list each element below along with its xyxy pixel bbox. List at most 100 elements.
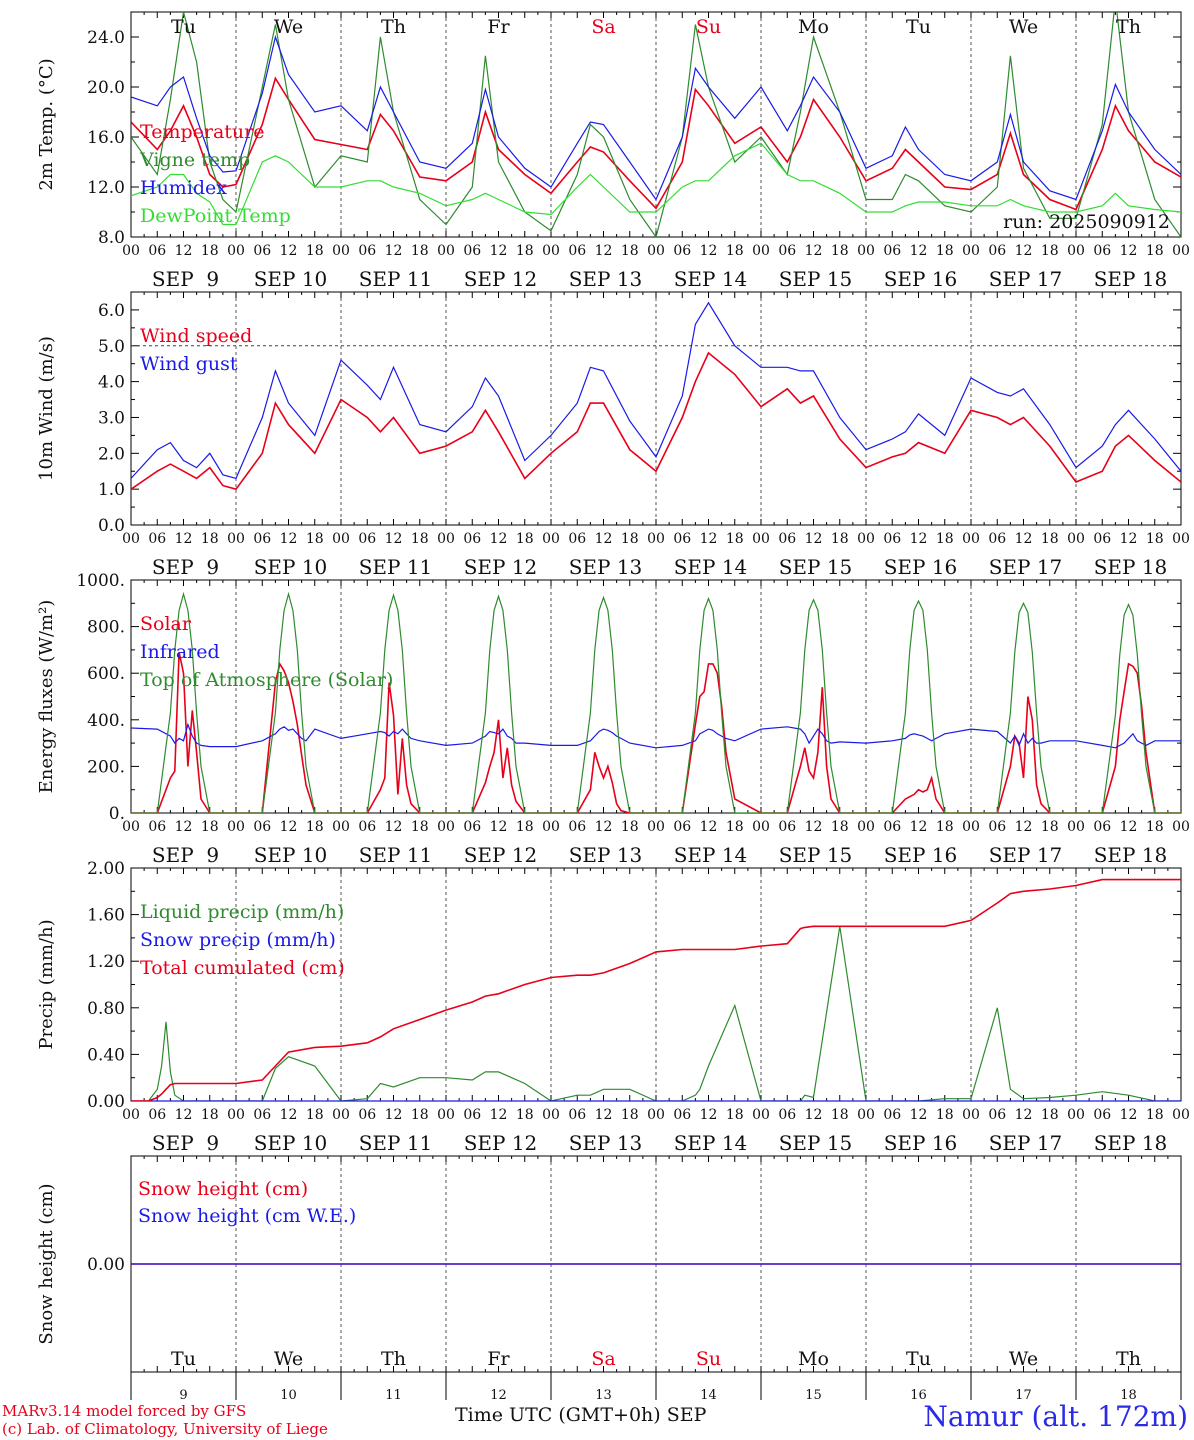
weekday-label: Th xyxy=(1116,1348,1141,1370)
hour-tick-label: 12 xyxy=(595,243,613,259)
hour-tick-label: 18 xyxy=(306,531,324,547)
hour-tick-label: 06 xyxy=(1093,243,1111,259)
hour-tick-label: 18 xyxy=(831,243,849,259)
hour-tick-label: 00 xyxy=(437,1107,455,1123)
hour-tick-label: 00 xyxy=(1067,819,1085,835)
hour-tick-label: 12 xyxy=(280,1107,298,1123)
weekday-label: Tu xyxy=(906,1348,931,1370)
hour-tick-label: 12 xyxy=(805,819,823,835)
hour-tick-label: 18 xyxy=(411,243,429,259)
hour-tick-label: 18 xyxy=(936,243,954,259)
hour-tick-label: 00 xyxy=(332,531,350,547)
date-label: SEP 14 xyxy=(674,843,748,867)
hour-tick-label: 06 xyxy=(1093,531,1111,547)
hour-tick-label: 12 xyxy=(280,531,298,547)
hour-tick-label: 12 xyxy=(910,243,928,259)
hour-tick-label: 06 xyxy=(253,819,271,835)
date-label: SEP 11 xyxy=(359,555,433,579)
panel-3: 0. 200. 400. 600. 800. 1000. Energy fluxes (W/… xyxy=(36,571,1190,867)
hour-tick-label: 12 xyxy=(1120,531,1138,547)
y-axis-label: Precip (mm/h) xyxy=(36,919,57,1049)
series-line-top-of-atmosphere-solar- xyxy=(131,591,1181,813)
hour-tick-label: 00 xyxy=(437,531,455,547)
y-axis-label: 10m Wind (m/s) xyxy=(36,336,57,481)
hour-tick-label: 18 xyxy=(621,531,639,547)
hour-tick-label: 06 xyxy=(673,1107,691,1123)
hour-tick-label: 18 xyxy=(201,819,219,835)
weekday-label: Su xyxy=(696,16,721,38)
hour-tick-label: 12 xyxy=(910,531,928,547)
hour-tick-label: 00 xyxy=(437,243,455,259)
series-line-vigne-temp xyxy=(131,12,1181,237)
series-line-infrared xyxy=(131,722,1181,749)
legend-entry: Liquid precip (mm/h) xyxy=(140,901,344,923)
hour-tick-label: 06 xyxy=(988,243,1006,259)
y-tick-label: 6.0 xyxy=(98,301,125,321)
day-number-label: 18 xyxy=(1120,1388,1137,1403)
weekday-label: We xyxy=(274,1348,303,1370)
credit-line-2: (c) Lab. of Climatology, University of L… xyxy=(2,1420,328,1438)
hour-tick-label: 06 xyxy=(988,1107,1006,1123)
hour-tick-label: 00 xyxy=(122,243,140,259)
hour-tick-label: 12 xyxy=(385,819,403,835)
hour-tick-label: 06 xyxy=(883,1107,901,1123)
hour-tick-label: 06 xyxy=(1093,1107,1111,1123)
plot-frame xyxy=(130,11,1182,238)
hour-tick-label: 12 xyxy=(490,819,508,835)
weekday-label: Th xyxy=(381,1348,406,1370)
hour-tick-label: 18 xyxy=(1041,1107,1059,1123)
hour-tick-label: 18 xyxy=(201,243,219,259)
hour-tick-label: 12 xyxy=(175,531,193,547)
y-axis-label: Energy fluxes (W/m²) xyxy=(36,600,57,794)
weekday-label: Sa xyxy=(591,16,615,38)
weekday-label: We xyxy=(274,16,303,38)
hour-tick-label: 00 xyxy=(1067,243,1085,259)
hour-tick-label: 18 xyxy=(831,819,849,835)
hour-tick-label: 06 xyxy=(673,243,691,259)
hour-tick-label: 12 xyxy=(700,1107,718,1123)
hour-tick-label: 18 xyxy=(831,531,849,547)
date-label: SEP 17 xyxy=(989,1131,1063,1155)
date-label: SEP 16 xyxy=(884,1131,958,1155)
hour-tick-label: 18 xyxy=(411,819,429,835)
hour-tick-label: 12 xyxy=(490,243,508,259)
hour-tick-label: 12 xyxy=(1015,819,1033,835)
y-tick-label: 600. xyxy=(87,664,125,684)
y-tick-label: 0.0 xyxy=(98,516,125,536)
hour-tick-label: 12 xyxy=(700,531,718,547)
hour-tick-label: 18 xyxy=(306,1107,324,1123)
date-label: SEP 10 xyxy=(254,1131,328,1155)
y-tick-label: 4.0 xyxy=(98,373,125,393)
hour-tick-label: 00 xyxy=(122,531,140,547)
weekday-label: Tu xyxy=(906,16,931,38)
hour-tick-label: 00 xyxy=(227,531,245,547)
hour-tick-label: 06 xyxy=(148,531,166,547)
weekday-label: We xyxy=(1009,16,1038,38)
hour-tick-label: 18 xyxy=(726,1107,744,1123)
hour-tick-label: 18 xyxy=(1041,531,1059,547)
hour-tick-label: 06 xyxy=(148,243,166,259)
legend-entry: Wind speed xyxy=(140,325,252,347)
hour-tick-label: 06 xyxy=(253,243,271,259)
hour-tick-label: 00 xyxy=(332,1107,350,1123)
legend-entry: Snow precip (mm/h) xyxy=(140,929,336,951)
hour-tick-label: 12 xyxy=(805,531,823,547)
date-label: SEP 13 xyxy=(569,267,643,291)
series-line-humidex xyxy=(131,34,1181,201)
legend-entry: Infrared xyxy=(140,641,220,663)
date-label: SEP 18 xyxy=(1094,267,1168,291)
weekday-label: Su xyxy=(696,1348,721,1370)
time-axis-label: Time UTC (GMT+0h) SEP xyxy=(455,1404,707,1426)
hour-tick-label: 06 xyxy=(148,1107,166,1123)
weekday-label: Mo xyxy=(798,16,829,38)
hour-tick-label: 12 xyxy=(1120,819,1138,835)
hour-tick-label: 12 xyxy=(385,1107,403,1123)
hour-tick-label: 12 xyxy=(700,819,718,835)
hour-tick-label: 12 xyxy=(175,819,193,835)
day-number-label: 11 xyxy=(385,1388,402,1403)
hour-tick-label: 00 xyxy=(542,243,560,259)
day-number-label: 10 xyxy=(280,1388,297,1403)
hour-tick-label: 12 xyxy=(910,1107,928,1123)
hour-tick-label: 18 xyxy=(306,243,324,259)
